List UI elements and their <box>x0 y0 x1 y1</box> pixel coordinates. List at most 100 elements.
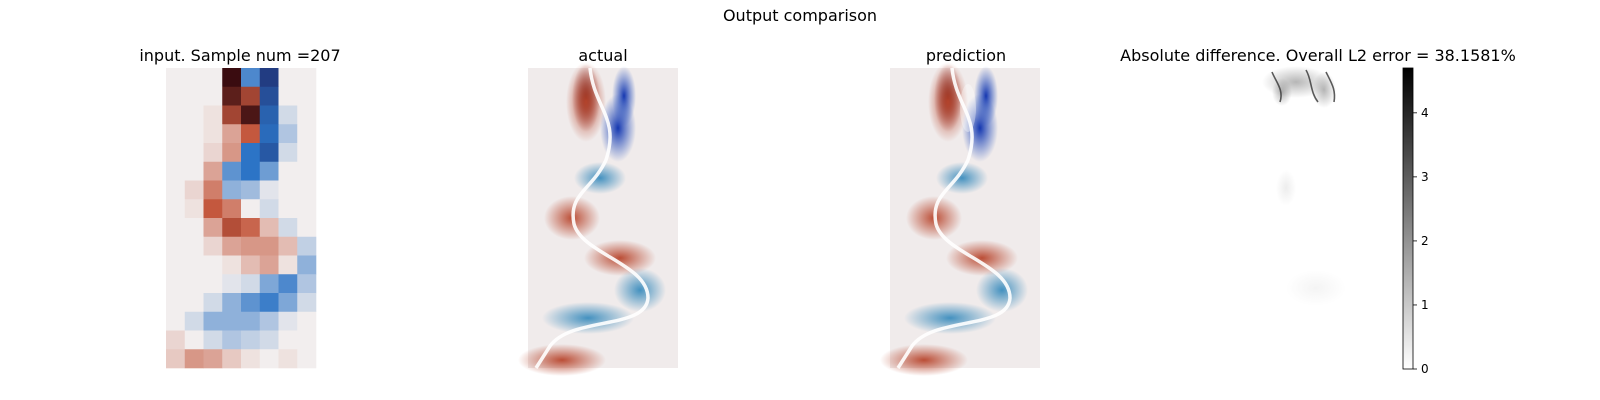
heatmap-cell <box>259 330 279 350</box>
actual-field-image <box>516 60 680 378</box>
heatmap-cell <box>203 293 223 313</box>
heatmap-cell <box>184 105 204 125</box>
actual-panel-title: actual <box>578 46 628 65</box>
heatmap-cell <box>278 143 298 163</box>
heatmap-cell <box>297 330 317 350</box>
heatmap-cell <box>259 274 279 294</box>
heatmap-cell <box>222 180 242 200</box>
heatmap-cell <box>297 124 317 144</box>
heatmap-cell <box>166 68 186 88</box>
heatmap-cell <box>203 330 223 350</box>
heatmap-cell <box>203 199 223 219</box>
heatmap-cell <box>166 105 186 125</box>
heatmap-cell <box>166 274 186 294</box>
colorbar-ticks: 0 1 2 3 4 <box>1413 106 1429 376</box>
heatmap-cell <box>259 311 279 331</box>
heatmap-cell <box>259 161 279 181</box>
heatmap-cell <box>259 349 279 369</box>
heatmap-cell <box>222 293 242 313</box>
heatmap-cell <box>203 68 223 88</box>
heatmap-cell <box>297 68 317 88</box>
heatmap-cell <box>203 311 223 331</box>
heatmap-cell <box>184 274 204 294</box>
heatmap-cell <box>278 349 298 369</box>
heatmap-cell <box>184 236 204 256</box>
heatmap-cell <box>297 86 317 106</box>
heatmap-cell <box>203 255 223 275</box>
heatmap-cell <box>203 180 223 200</box>
heatmap-cell <box>278 218 298 238</box>
colorbar-gradient <box>1402 67 1414 370</box>
heatmap-cell <box>297 161 317 181</box>
heatmap-cell <box>297 349 317 369</box>
colorbar-tick-label: 1 <box>1421 298 1429 312</box>
heatmap-cell <box>278 236 298 256</box>
heatmap-cell <box>259 180 279 200</box>
heatmap-cell <box>166 180 186 200</box>
heatmap-cell <box>184 199 204 219</box>
heatmap-cell <box>184 86 204 106</box>
heatmap-cell <box>222 349 242 369</box>
heatmap-cell <box>184 161 204 181</box>
heatmap-cell <box>297 293 317 313</box>
input-panel-title: input. Sample num =207 <box>139 46 341 65</box>
heatmap-cell <box>184 349 204 369</box>
heatmap-cell <box>222 311 242 331</box>
heatmap-cell <box>278 180 298 200</box>
heatmap-cell <box>222 330 242 350</box>
heatmap-cell <box>222 218 242 238</box>
heatmap-cell <box>222 199 242 219</box>
heatmap-cell <box>203 86 223 106</box>
heatmap-cell <box>241 161 261 181</box>
heatmap-cell <box>278 124 298 144</box>
heatmap-cell <box>166 199 186 219</box>
heatmap-cell <box>278 255 298 275</box>
heatmap-cell <box>184 124 204 144</box>
heatmap-cell <box>259 255 279 275</box>
heatmap-cell <box>222 236 242 256</box>
heatmap-cell <box>222 274 242 294</box>
heatmap-cell <box>278 68 298 88</box>
difference-panel-title: Absolute difference. Overall L2 error = … <box>1120 46 1516 65</box>
heatmap-cell <box>278 161 298 181</box>
heatmap-cell <box>184 180 204 200</box>
heatmap-cell <box>166 311 186 331</box>
heatmap-cell <box>278 274 298 294</box>
heatmap-cell <box>184 311 204 331</box>
heatmap-cell <box>203 236 223 256</box>
heatmap-cell <box>278 199 298 219</box>
heatmap-cell <box>241 124 261 144</box>
heatmap-cell <box>241 274 261 294</box>
heatmap-cell <box>259 293 279 313</box>
heatmap-cell <box>166 330 186 350</box>
heatmap-cell <box>241 255 261 275</box>
heatmap-cell <box>203 124 223 144</box>
heatmap-cell <box>166 161 186 181</box>
heatmap-cell <box>297 274 317 294</box>
heatmap-cell <box>278 293 298 313</box>
colorbar-tick-label: 0 <box>1421 362 1429 376</box>
heatmap-cell <box>241 143 261 163</box>
heatmap-cell <box>241 349 261 369</box>
heatmap-cell <box>203 105 223 125</box>
heatmap-cell <box>297 105 317 125</box>
heatmap-cell <box>166 86 186 106</box>
colorbar-tick-label: 3 <box>1421 170 1429 184</box>
heatmap-cell <box>222 124 242 144</box>
heatmap-cell <box>166 218 186 238</box>
heatmap-cell <box>297 180 317 200</box>
heatmap-cell <box>241 311 261 331</box>
colorbar: 0 1 2 3 4 <box>1402 67 1429 376</box>
heatmap-cell <box>259 143 279 163</box>
heatmap-cell <box>259 105 279 125</box>
heatmap-cell <box>184 68 204 88</box>
heatmap-cell <box>241 180 261 200</box>
heatmap-cell <box>222 255 242 275</box>
heatmap-cell <box>184 330 204 350</box>
heatmap-cell <box>259 68 279 88</box>
heatmap-cell <box>241 68 261 88</box>
heatmap-cell <box>278 330 298 350</box>
colorbar-tick-label: 2 <box>1421 234 1429 248</box>
heatmap-cell <box>259 218 279 238</box>
heatmap-cell <box>297 143 317 163</box>
